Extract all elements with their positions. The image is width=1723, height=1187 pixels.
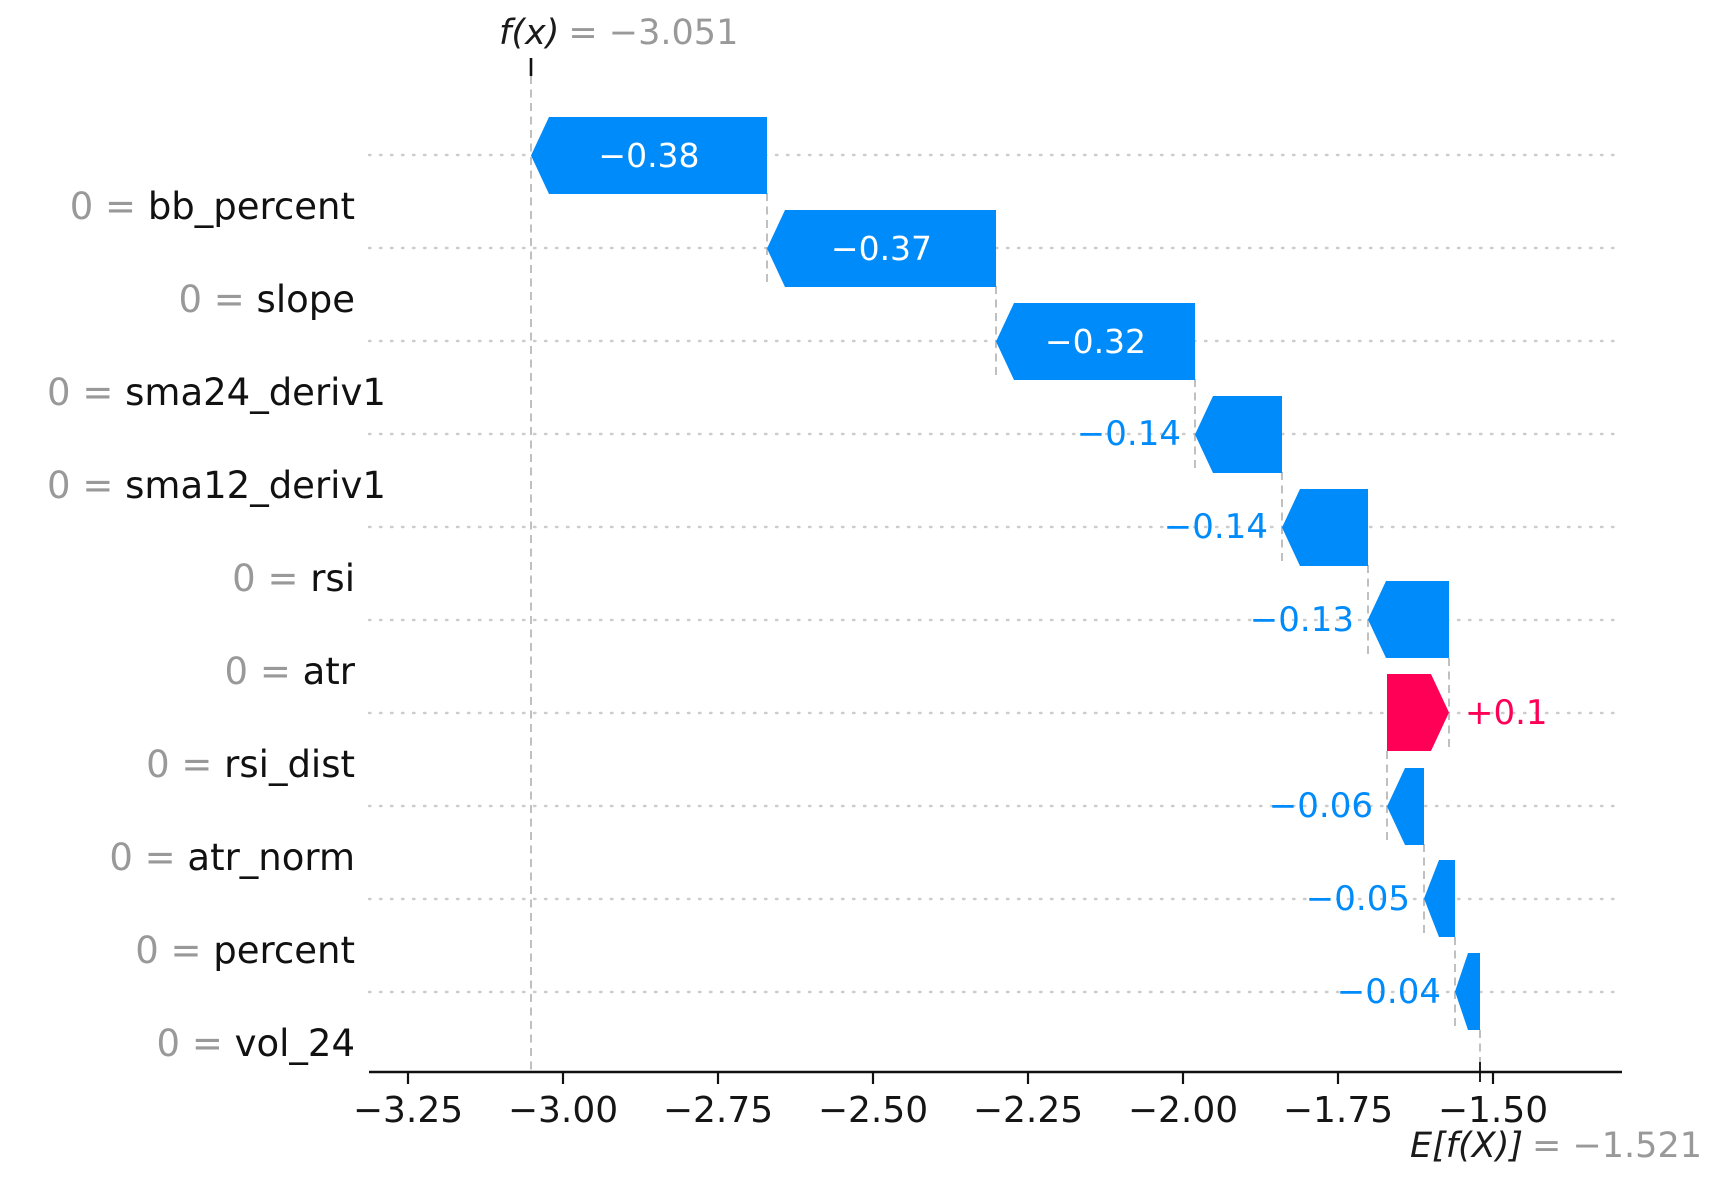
bar-value-label: −0.38: [598, 136, 700, 175]
x-tick-label: −2.00: [1127, 1090, 1239, 1131]
feature-name: vol_24: [234, 1022, 355, 1065]
x-tick-label: −2.75: [662, 1090, 774, 1131]
feature-label-atr: 0 = atr: [0, 594, 355, 693]
feature-label-percent: 0 = percent: [0, 873, 355, 972]
expected-value-number: = −1.521: [1532, 1126, 1702, 1166]
feature-label-vol_24: 0 = vol_24: [0, 966, 355, 1065]
waterfall-bar-slope: −0.37: [767, 210, 996, 287]
value-label-atr_norm: −0.06: [1268, 786, 1373, 826]
waterfall-bar-atr: [1368, 581, 1449, 658]
feature-value-prefix: 0 =: [135, 929, 214, 972]
bar-value-label: −0.37: [830, 229, 933, 268]
value-label-rsi: −0.14: [1163, 507, 1268, 547]
fx-annotation: f(x) = −3.051: [499, 13, 738, 53]
value-label-rsi_dist: +0.1: [1465, 693, 1548, 733]
feature-name: sma24_deriv1: [125, 371, 386, 414]
waterfall-bar-rsi: [1282, 489, 1368, 566]
feature-name: rsi_dist: [224, 743, 355, 786]
value-label-atr: −0.13: [1249, 600, 1354, 640]
feature-value-prefix: 0 =: [156, 1022, 235, 1065]
feature-name: rsi: [310, 557, 355, 600]
x-tick-label: −2.50: [817, 1090, 929, 1131]
x-tick-label: −1.75: [1282, 1090, 1394, 1131]
feature-name: bb_percent: [147, 185, 355, 228]
fx-symbol: f(x): [499, 13, 560, 53]
feature-value-prefix: 0 =: [69, 185, 148, 228]
expected-value-symbol: E[f(X)]: [1409, 1126, 1524, 1166]
value-label-percent: −0.05: [1305, 879, 1410, 919]
waterfall-bar-bb_percent: −0.38: [531, 117, 767, 194]
feature-value-prefix: 0 =: [146, 743, 225, 786]
waterfall-bar-sma24_deriv1: −0.32: [996, 303, 1195, 380]
feature-name: percent: [213, 929, 355, 972]
feature-name: sma12_deriv1: [125, 464, 386, 507]
bar-value-label: −0.32: [1044, 322, 1147, 361]
feature-name: atr: [302, 650, 355, 693]
waterfall-bar-sma12_deriv1: [1195, 396, 1282, 473]
feature-value-prefix: 0 =: [178, 278, 257, 321]
value-label-vol_24: −0.04: [1336, 972, 1441, 1012]
feature-label-slope: 0 = slope: [0, 222, 355, 321]
x-tick-label: −2.25: [972, 1090, 1084, 1131]
feature-value-prefix: 0 =: [224, 650, 303, 693]
feature-name: atr_norm: [187, 836, 355, 879]
feature-value-prefix: 0 =: [47, 464, 126, 507]
feature-label-sma12_deriv1: 0 = sma12_deriv1: [0, 408, 386, 507]
feature-label-atr_norm: 0 = atr_norm: [0, 780, 355, 879]
feature-value-prefix: 0 =: [47, 371, 126, 414]
x-tick-label: −3.00: [507, 1090, 619, 1131]
feature-value-prefix: 0 =: [109, 836, 188, 879]
value-label-sma12_deriv1: −0.14: [1076, 414, 1181, 454]
feature-label-sma24_deriv1: 0 = sma24_deriv1: [0, 315, 386, 414]
feature-name: slope: [256, 278, 355, 321]
expected-value-annotation: E[f(X)] = −1.521: [1410, 1126, 1702, 1166]
x-tick-label: −1.50: [1437, 1090, 1549, 1131]
bar-connector-lines: [766, 193, 1456, 1030]
fx-value: = −3.051: [568, 13, 739, 53]
feature-value-prefix: 0 =: [232, 557, 311, 600]
feature-label-bb_percent: 0 = bb_percent: [0, 129, 355, 228]
x-tick-label: −3.25: [352, 1090, 464, 1131]
x-axis-ticks: [406, 1072, 1495, 1084]
feature-label-rsi_dist: 0 = rsi_dist: [0, 687, 355, 786]
feature-label-rsi: 0 = rsi: [0, 501, 355, 600]
